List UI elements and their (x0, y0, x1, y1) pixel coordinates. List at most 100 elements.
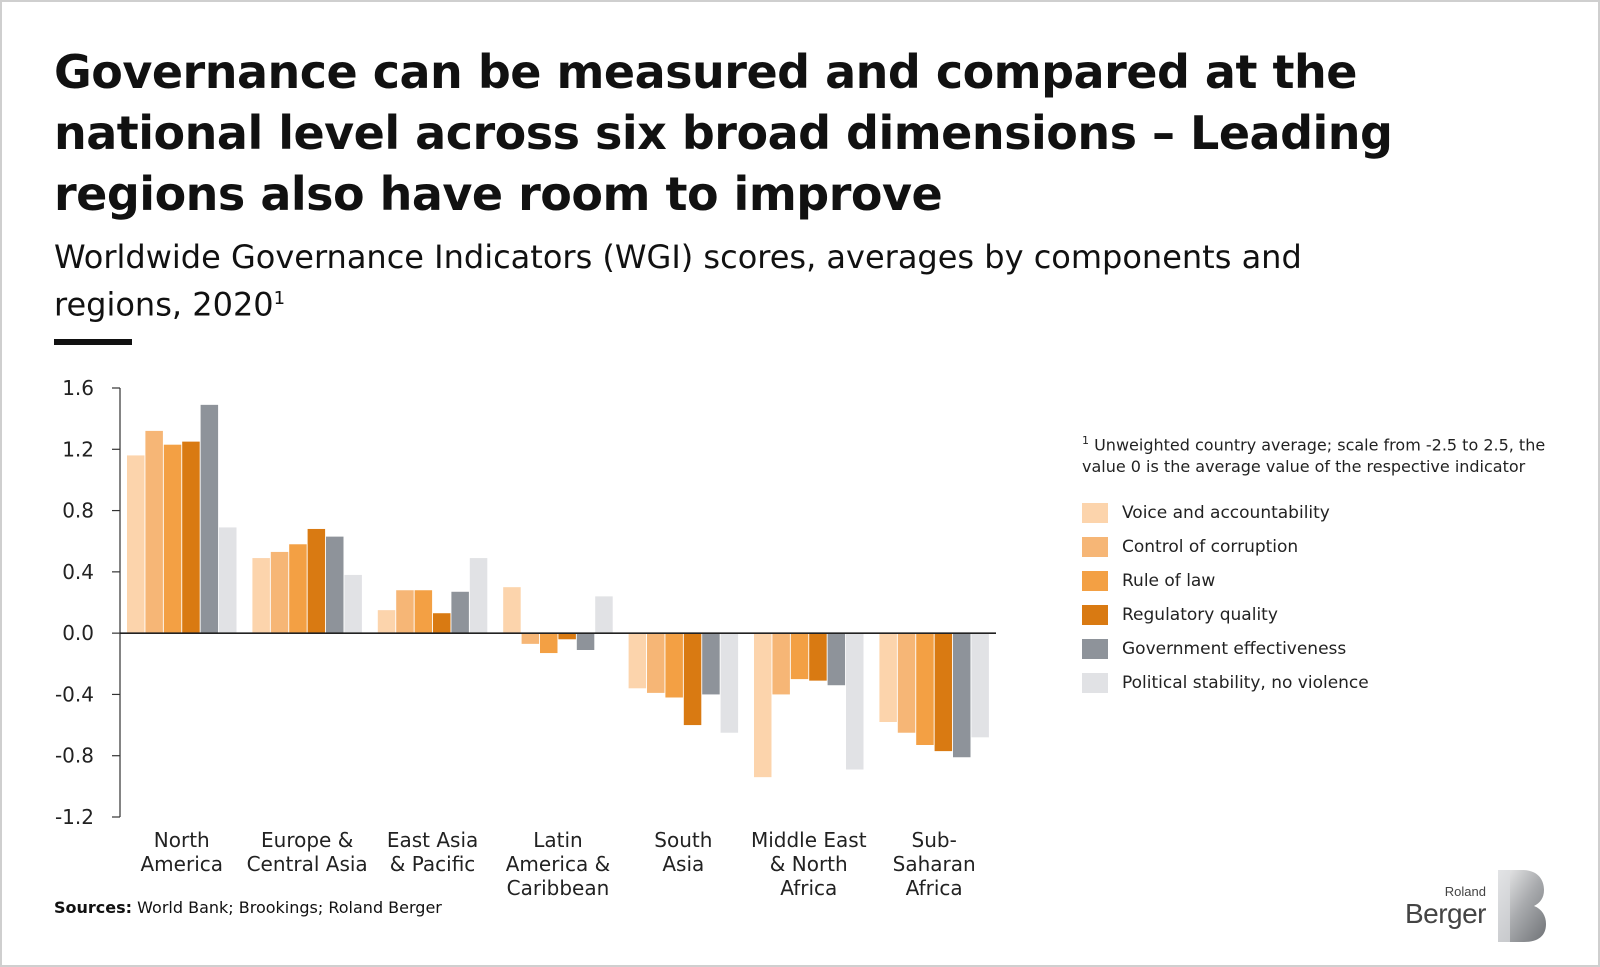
legend-item: Political stability, no violence (1082, 666, 1369, 700)
bar (540, 633, 558, 654)
bar (971, 633, 989, 738)
y-tick-label: 0.0 (62, 621, 94, 645)
bar (503, 587, 521, 634)
x-category-label-line: Saharan (893, 852, 976, 876)
x-category-label-line: Caribbean (507, 876, 610, 900)
legend-swatch (1082, 503, 1108, 523)
bar (879, 633, 897, 723)
bar (809, 633, 827, 681)
bar (953, 633, 971, 758)
bar (377, 610, 396, 634)
legend-label: Control of corruption (1122, 537, 1299, 557)
bar (790, 633, 809, 680)
bar (414, 590, 433, 634)
x-category-label-line: Central Asia (247, 852, 368, 876)
sources-label: Sources: (54, 898, 133, 917)
bar (307, 528, 326, 634)
footnote: 1 Unweighted country average; scale from… (1082, 430, 1562, 478)
bar (702, 633, 720, 695)
bar (252, 558, 270, 634)
footnote-text: Unweighted country average; scale from -… (1082, 435, 1546, 477)
y-tick-label: -0.8 (55, 744, 94, 768)
bar (396, 590, 414, 634)
x-category-label-line: Africa (906, 876, 963, 900)
bar (451, 591, 469, 634)
legend-item: Regulatory quality (1082, 598, 1369, 632)
logo-b-mark-icon (1498, 870, 1546, 942)
x-category-label-line: Asia (662, 852, 704, 876)
bar (665, 633, 683, 698)
sources: Sources: World Bank; Brookings; Roland B… (54, 898, 442, 917)
bar (289, 544, 307, 634)
y-tick-label: -1.2 (55, 805, 94, 829)
x-category-label-line: North (154, 828, 210, 852)
legend-item: Control of corruption (1082, 530, 1369, 564)
bar (558, 633, 576, 640)
bar (897, 633, 916, 733)
legend-item: Rule of law (1082, 564, 1369, 598)
y-tick-label: 0.4 (62, 560, 94, 584)
logo-text-small: Roland (1444, 884, 1486, 899)
x-category-label: Sub-Saharan Africa (893, 828, 976, 900)
bar (521, 633, 540, 644)
x-category-label-line: Sub- (912, 828, 957, 852)
bar (433, 613, 451, 634)
x-category-label-line: Europe & (261, 828, 353, 852)
bar (934, 633, 953, 752)
bar (219, 527, 237, 634)
x-category-label-line: South (654, 828, 712, 852)
chart-legend: Voice and accountability Control of corru… (1082, 496, 1369, 700)
subtitle-footnote-marker: 1 (273, 288, 286, 309)
y-tick-label: -0.4 (55, 682, 94, 706)
bar (127, 455, 145, 634)
y-tick-label: 1.6 (62, 376, 94, 400)
x-category-label-line: & Pacific (390, 852, 476, 876)
chart-title: Governance can be measured and compared … (54, 45, 1393, 221)
legend-swatch (1082, 673, 1108, 693)
bar (916, 633, 934, 745)
footnote-marker: 1 (1082, 434, 1089, 447)
bar (344, 574, 362, 634)
bar (827, 633, 846, 686)
legend-label: Political stability, no violence (1122, 673, 1369, 693)
x-category-label: North America (141, 828, 224, 876)
bar (326, 536, 344, 634)
bar (145, 430, 163, 634)
bar (270, 551, 289, 634)
chart-subtitle: Worldwide Governance Indicators (WGI) sc… (54, 236, 1354, 326)
x-category-label: East Asia & Pacific (387, 828, 478, 876)
bar (683, 633, 702, 726)
subtitle-text: Worldwide Governance Indicators (WGI) sc… (54, 238, 1302, 324)
legend-label: Regulatory quality (1122, 605, 1278, 625)
legend-item: Government effectiveness (1082, 632, 1369, 666)
x-category-label: Latin America & Caribbean (506, 828, 610, 900)
x-category-label-line: America (141, 852, 224, 876)
x-category-label-line: & North (770, 852, 848, 876)
x-category-label: Middle East & North Africa (751, 828, 867, 900)
x-category-label: Europe & Central Asia (247, 828, 368, 876)
x-category-label-line: America & (506, 852, 610, 876)
bar (200, 404, 219, 634)
x-category-label-line: Middle East (751, 828, 867, 852)
title-accent-bar (54, 339, 132, 345)
roland-berger-logo: Roland Berger (1398, 868, 1548, 944)
bar (754, 633, 772, 778)
legend-swatch (1082, 639, 1108, 659)
bar (182, 441, 200, 634)
bar (720, 633, 739, 733)
x-category-label-line: Latin (533, 828, 582, 852)
bar (647, 633, 665, 693)
y-tick-label: 0.8 (62, 499, 94, 523)
y-tick-label: 1.2 (62, 437, 94, 461)
legend-label: Government effectiveness (1122, 639, 1347, 659)
legend-swatch (1082, 605, 1108, 625)
bar (595, 596, 613, 634)
legend-item: Voice and accountability (1082, 496, 1369, 530)
logo-text-big: Berger (1404, 898, 1487, 929)
bar (772, 633, 790, 695)
bar (628, 633, 647, 689)
bar (469, 558, 488, 634)
x-category-label-line: East Asia (387, 828, 478, 852)
